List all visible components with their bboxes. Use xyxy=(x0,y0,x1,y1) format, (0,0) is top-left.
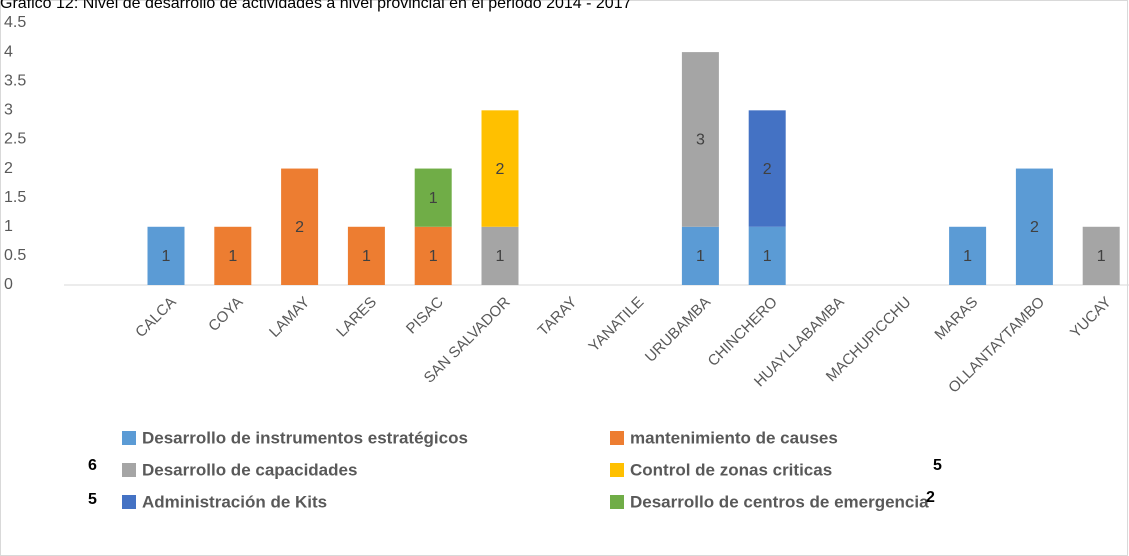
data-label: 1 xyxy=(963,248,972,265)
bar-segment xyxy=(481,110,519,227)
bar-segment xyxy=(1082,226,1120,285)
data-label: 1 xyxy=(228,248,237,265)
bar-segment xyxy=(681,226,719,285)
bar-segment xyxy=(481,226,519,285)
x-tick-label: PISAC xyxy=(403,293,447,337)
legend-label: Desarrollo de centros de emergencia xyxy=(630,492,929,511)
y-tick-label: 4 xyxy=(4,43,13,60)
y-tick-label: 4.5 xyxy=(4,14,26,31)
legend-swatch xyxy=(610,463,624,477)
legend-label: Desarrollo de instrumentos estratégicos xyxy=(142,428,468,447)
data-label: 3 xyxy=(696,132,705,149)
x-tick-label: TARAY xyxy=(535,294,581,340)
data-label: 1 xyxy=(496,248,505,265)
data-label: 2 xyxy=(763,161,772,178)
data-label: 2 xyxy=(496,161,505,178)
annotation: 2 xyxy=(926,489,935,506)
bar-segment xyxy=(1015,168,1053,285)
y-tick-label: 1.5 xyxy=(4,189,26,206)
annotation: 5 xyxy=(88,491,97,508)
data-label: 1 xyxy=(162,248,171,265)
legend-swatch xyxy=(122,495,136,509)
x-tick-label: YUCAY xyxy=(1067,294,1115,342)
data-label: 1 xyxy=(763,248,772,265)
y-tick-label: 1 xyxy=(4,218,13,235)
x-tick-label: LAMAY xyxy=(266,294,313,341)
legend-label: Control de zonas criticas xyxy=(630,460,832,479)
x-tick-label: URUBAMBA xyxy=(642,294,714,366)
y-tick-label: 2 xyxy=(4,160,13,177)
bar-segment xyxy=(147,226,185,285)
y-tick-label: 3.5 xyxy=(4,72,26,89)
bar-segment xyxy=(347,226,385,285)
bar-segment xyxy=(748,226,786,285)
y-tick-label: 0 xyxy=(4,276,13,293)
bar-segment xyxy=(281,168,319,285)
annotation: 6 xyxy=(88,457,97,474)
bar-segment xyxy=(748,110,786,227)
y-tick-label: 0.5 xyxy=(4,247,26,264)
bar-segment xyxy=(414,168,452,227)
x-tick-label: YANATILE xyxy=(585,294,647,356)
chart-title: Gráfico 12: Nivel de desarrollo de activ… xyxy=(0,0,632,12)
legend-label: Desarrollo de capacidades xyxy=(142,460,357,479)
legend-swatch xyxy=(122,463,136,477)
data-label: 2 xyxy=(1030,219,1039,236)
legend-label: mantenimiento de causes xyxy=(630,428,838,447)
legend-label: Administración de Kits xyxy=(142,492,327,511)
x-tick-label: LARES xyxy=(333,294,380,341)
data-label: 1 xyxy=(696,248,705,265)
x-tick-label: MARAS xyxy=(931,294,981,344)
x-tick-label: COYA xyxy=(205,294,246,335)
y-tick-label: 3 xyxy=(4,102,13,119)
data-label: 1 xyxy=(429,248,438,265)
data-label: 2 xyxy=(295,219,304,236)
bar-segment xyxy=(214,226,252,285)
bar-segment xyxy=(681,52,719,227)
x-tick-label: CHINCHERO xyxy=(705,294,781,370)
data-label: 1 xyxy=(362,248,371,265)
data-label: 1 xyxy=(1097,248,1106,265)
legend-swatch xyxy=(610,495,624,509)
legend-swatch xyxy=(122,431,136,445)
bar-segment xyxy=(414,226,452,285)
annotation: 5 xyxy=(933,457,942,474)
legend-swatch xyxy=(610,431,624,445)
x-tick-label: CALCA xyxy=(132,294,179,341)
data-label: 1 xyxy=(429,190,438,207)
y-tick-label: 2.5 xyxy=(4,131,26,148)
bar-segment xyxy=(949,226,987,285)
